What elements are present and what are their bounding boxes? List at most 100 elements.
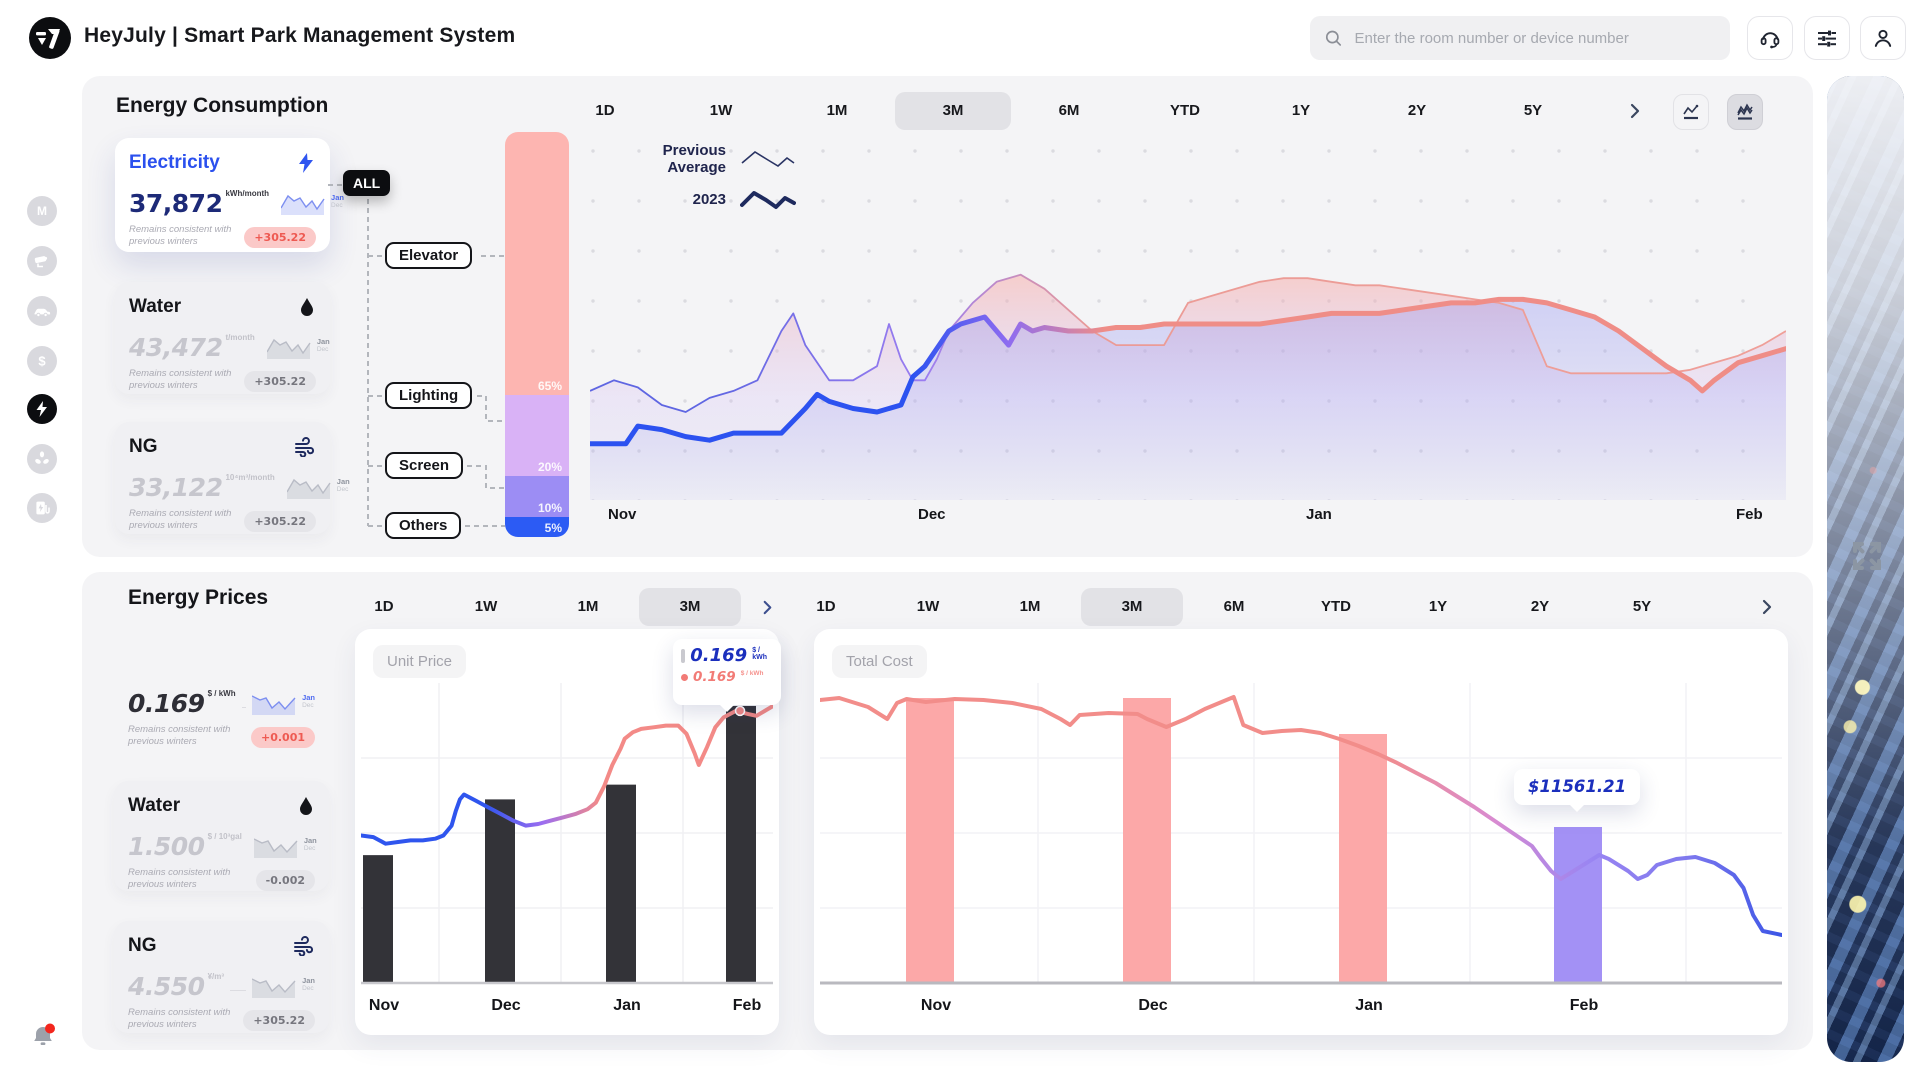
segment-others: 5% — [505, 516, 569, 537]
tab-1d[interactable]: 1D — [595, 102, 615, 119]
tc-tab-1m[interactable]: 1M — [1019, 598, 1041, 615]
tc-tab-ytd[interactable]: YTD — [1321, 598, 1351, 615]
settings-button[interactable] — [1804, 16, 1850, 60]
tabs-more-chevron[interactable] — [1622, 98, 1648, 124]
up-tab-1d[interactable]: 1D — [374, 598, 394, 615]
electricity-consumption-card[interactable]: Electricity 37,872 kWh/month Jan Dec Rema… — [115, 138, 344, 252]
tc-tab-1d[interactable]: 1D — [816, 598, 836, 615]
search-icon — [1325, 30, 1342, 46]
electricity-price-item[interactable]: 0.169 $ / kWh Jan Dec Remains consistent … — [114, 660, 329, 756]
price-note: Remains consistent with previous winters — [128, 1007, 231, 1030]
unit-price-bar[interactable] — [726, 705, 756, 983]
price-unit: ¥/m³ — [207, 972, 225, 981]
water-consumption-card[interactable]: Water 43,472 t/month Jan Dec Remains cons… — [115, 282, 330, 394]
top-bar: HeyJuly | Smart Park Management System — [0, 0, 1920, 76]
sidebar-item-energy[interactable] — [27, 394, 57, 424]
breakdown-connectors — [328, 184, 505, 527]
sidebar-item-vehicle[interactable] — [27, 296, 57, 326]
x-label-nov: Nov — [920, 997, 952, 1014]
total-cost-bar[interactable] — [906, 698, 954, 983]
sidebar-item-ev-charger[interactable] — [27, 493, 57, 523]
mini-sparkline — [286, 478, 331, 499]
breakdown-label-elevator[interactable]: Elevator — [385, 242, 473, 269]
legend-previous-average: Previous Average — [614, 142, 796, 176]
unit-price-tooltip: 0.169 $ / kWh 0.169 $ / kWh — [673, 639, 781, 712]
card-unit: kWh/month — [225, 189, 270, 198]
total-cost-tabs-chevron[interactable] — [1754, 594, 1780, 620]
unit-price-bar[interactable] — [606, 784, 636, 983]
consumption-stacked-bar[interactable]: 65% 20% 10% 5% — [505, 132, 569, 537]
tab-6m[interactable]: 6M — [1058, 102, 1080, 119]
tab-5y[interactable]: 5Y — [1523, 102, 1543, 119]
ev-charger-icon — [36, 501, 50, 515]
sidebar-item-cctv[interactable] — [27, 246, 57, 276]
support-button[interactable] — [1747, 16, 1793, 60]
monogram-icon: M — [37, 204, 47, 218]
total-cost-bar[interactable] — [1554, 827, 1602, 983]
total-cost-bar[interactable] — [1123, 698, 1171, 983]
breakdown-label-others[interactable]: Others — [385, 512, 462, 539]
delta-badge: +0.001 — [250, 727, 315, 748]
sidebar-item-finance[interactable]: $ — [27, 346, 57, 376]
legend-thin-line-icon — [741, 151, 795, 167]
water-price-card[interactable]: Water 1.500 $ / 10³gal Jan Dec Remains co… — [114, 781, 329, 891]
spark-month-labels: Jan Dec — [302, 693, 315, 710]
energy-prices-panel: Energy Prices 0.169 $ / kWh Jan Dec Remai… — [82, 572, 1813, 1050]
profile-button[interactable] — [1860, 16, 1906, 60]
area-chart-toggle[interactable] — [1673, 94, 1709, 130]
water-droplet-icon — [300, 797, 312, 815]
tc-tab-1w[interactable]: 1W — [916, 598, 940, 615]
x-label-nov: Nov — [368, 997, 400, 1014]
notification-bell-icon[interactable] — [28, 1022, 58, 1052]
tab-1y[interactable]: 1Y — [1291, 102, 1311, 119]
fan-icon — [35, 451, 49, 464]
up-tab-1m[interactable]: 1M — [577, 598, 599, 615]
svg-text:M: M — [37, 204, 47, 218]
breakdown-label-screen[interactable]: Screen — [385, 452, 464, 479]
consumption-chart[interactable]: Previous Average 2023 Nov Dec Jan Feb — [590, 138, 1790, 544]
x-label-feb: Feb — [1736, 506, 1763, 523]
tab-3m[interactable]: 3M — [895, 92, 1011, 130]
breakdown-label-lighting[interactable]: Lighting — [385, 382, 473, 409]
card-value: 37,872 — [129, 189, 223, 218]
city-map-preview[interactable] — [1827, 76, 1904, 1062]
breakdown-root-label[interactable]: ALL — [343, 170, 391, 196]
ng-price-card[interactable]: NG 4.550 ¥/m³ Jan Dec Remains consistent — [114, 921, 329, 1033]
unit-price-tabs-chevron[interactable] — [754, 594, 780, 620]
x-label-nov: Nov — [608, 506, 637, 523]
up-tab-3m[interactable]: 3M — [639, 588, 741, 626]
tc-tab-5y[interactable]: 5Y — [1632, 598, 1652, 615]
sidebar-item-monogram[interactable]: M — [27, 196, 57, 226]
x-label-jan: Jan — [1306, 506, 1332, 523]
multi-line-chart-toggle[interactable] — [1727, 94, 1763, 130]
total-cost-bar[interactable] — [1339, 734, 1387, 983]
unit-price-bar[interactable] — [363, 855, 393, 983]
unit-price-bar[interactable] — [485, 799, 515, 983]
ng-consumption-card[interactable]: NG 33,122 10⁴m³/month Jan Dec Remains con — [115, 422, 350, 534]
gas-wind-icon — [295, 437, 315, 457]
card-unit: 10⁴m³/month — [225, 473, 275, 482]
tc-tab-6m[interactable]: 6M — [1223, 598, 1245, 615]
cctv-camera-icon — [34, 256, 48, 268]
tc-tab-1y[interactable]: 1Y — [1428, 598, 1448, 615]
spark-month-labels: Jan Dec — [303, 836, 317, 853]
search-input[interactable] — [1352, 28, 1716, 48]
tab-1w[interactable]: 1W — [709, 102, 733, 119]
up-tab-1w[interactable]: 1W — [474, 598, 498, 615]
x-label-jan: Jan — [1355, 997, 1383, 1014]
sidebar-item-hvac[interactable] — [27, 444, 57, 474]
mini-sparkline — [266, 338, 311, 359]
tab-ytd[interactable]: YTD — [1170, 102, 1200, 119]
total-cost-chart-card[interactable]: Total Cost Nov Dec Jan Feb $11561.21 — [814, 629, 1788, 1035]
price-unit: $ / 10³gal — [207, 832, 242, 841]
energy-consumption-panel: Energy Consumption 1D 1W 1M 3M 6M YTD 1Y… — [82, 76, 1813, 557]
search-box[interactable] — [1310, 16, 1730, 60]
tc-tab-3m[interactable]: 3M — [1081, 588, 1183, 626]
x-label-dec: Dec — [1138, 997, 1168, 1014]
tab-1m[interactable]: 1M — [826, 102, 848, 119]
tab-2y[interactable]: 2Y — [1407, 102, 1427, 119]
tc-tab-2y[interactable]: 2Y — [1530, 598, 1550, 615]
unit-price-chart-card[interactable]: Unit Price Nov Dec Jan Feb — [355, 629, 781, 1035]
expand-icon[interactable] — [1849, 538, 1885, 574]
